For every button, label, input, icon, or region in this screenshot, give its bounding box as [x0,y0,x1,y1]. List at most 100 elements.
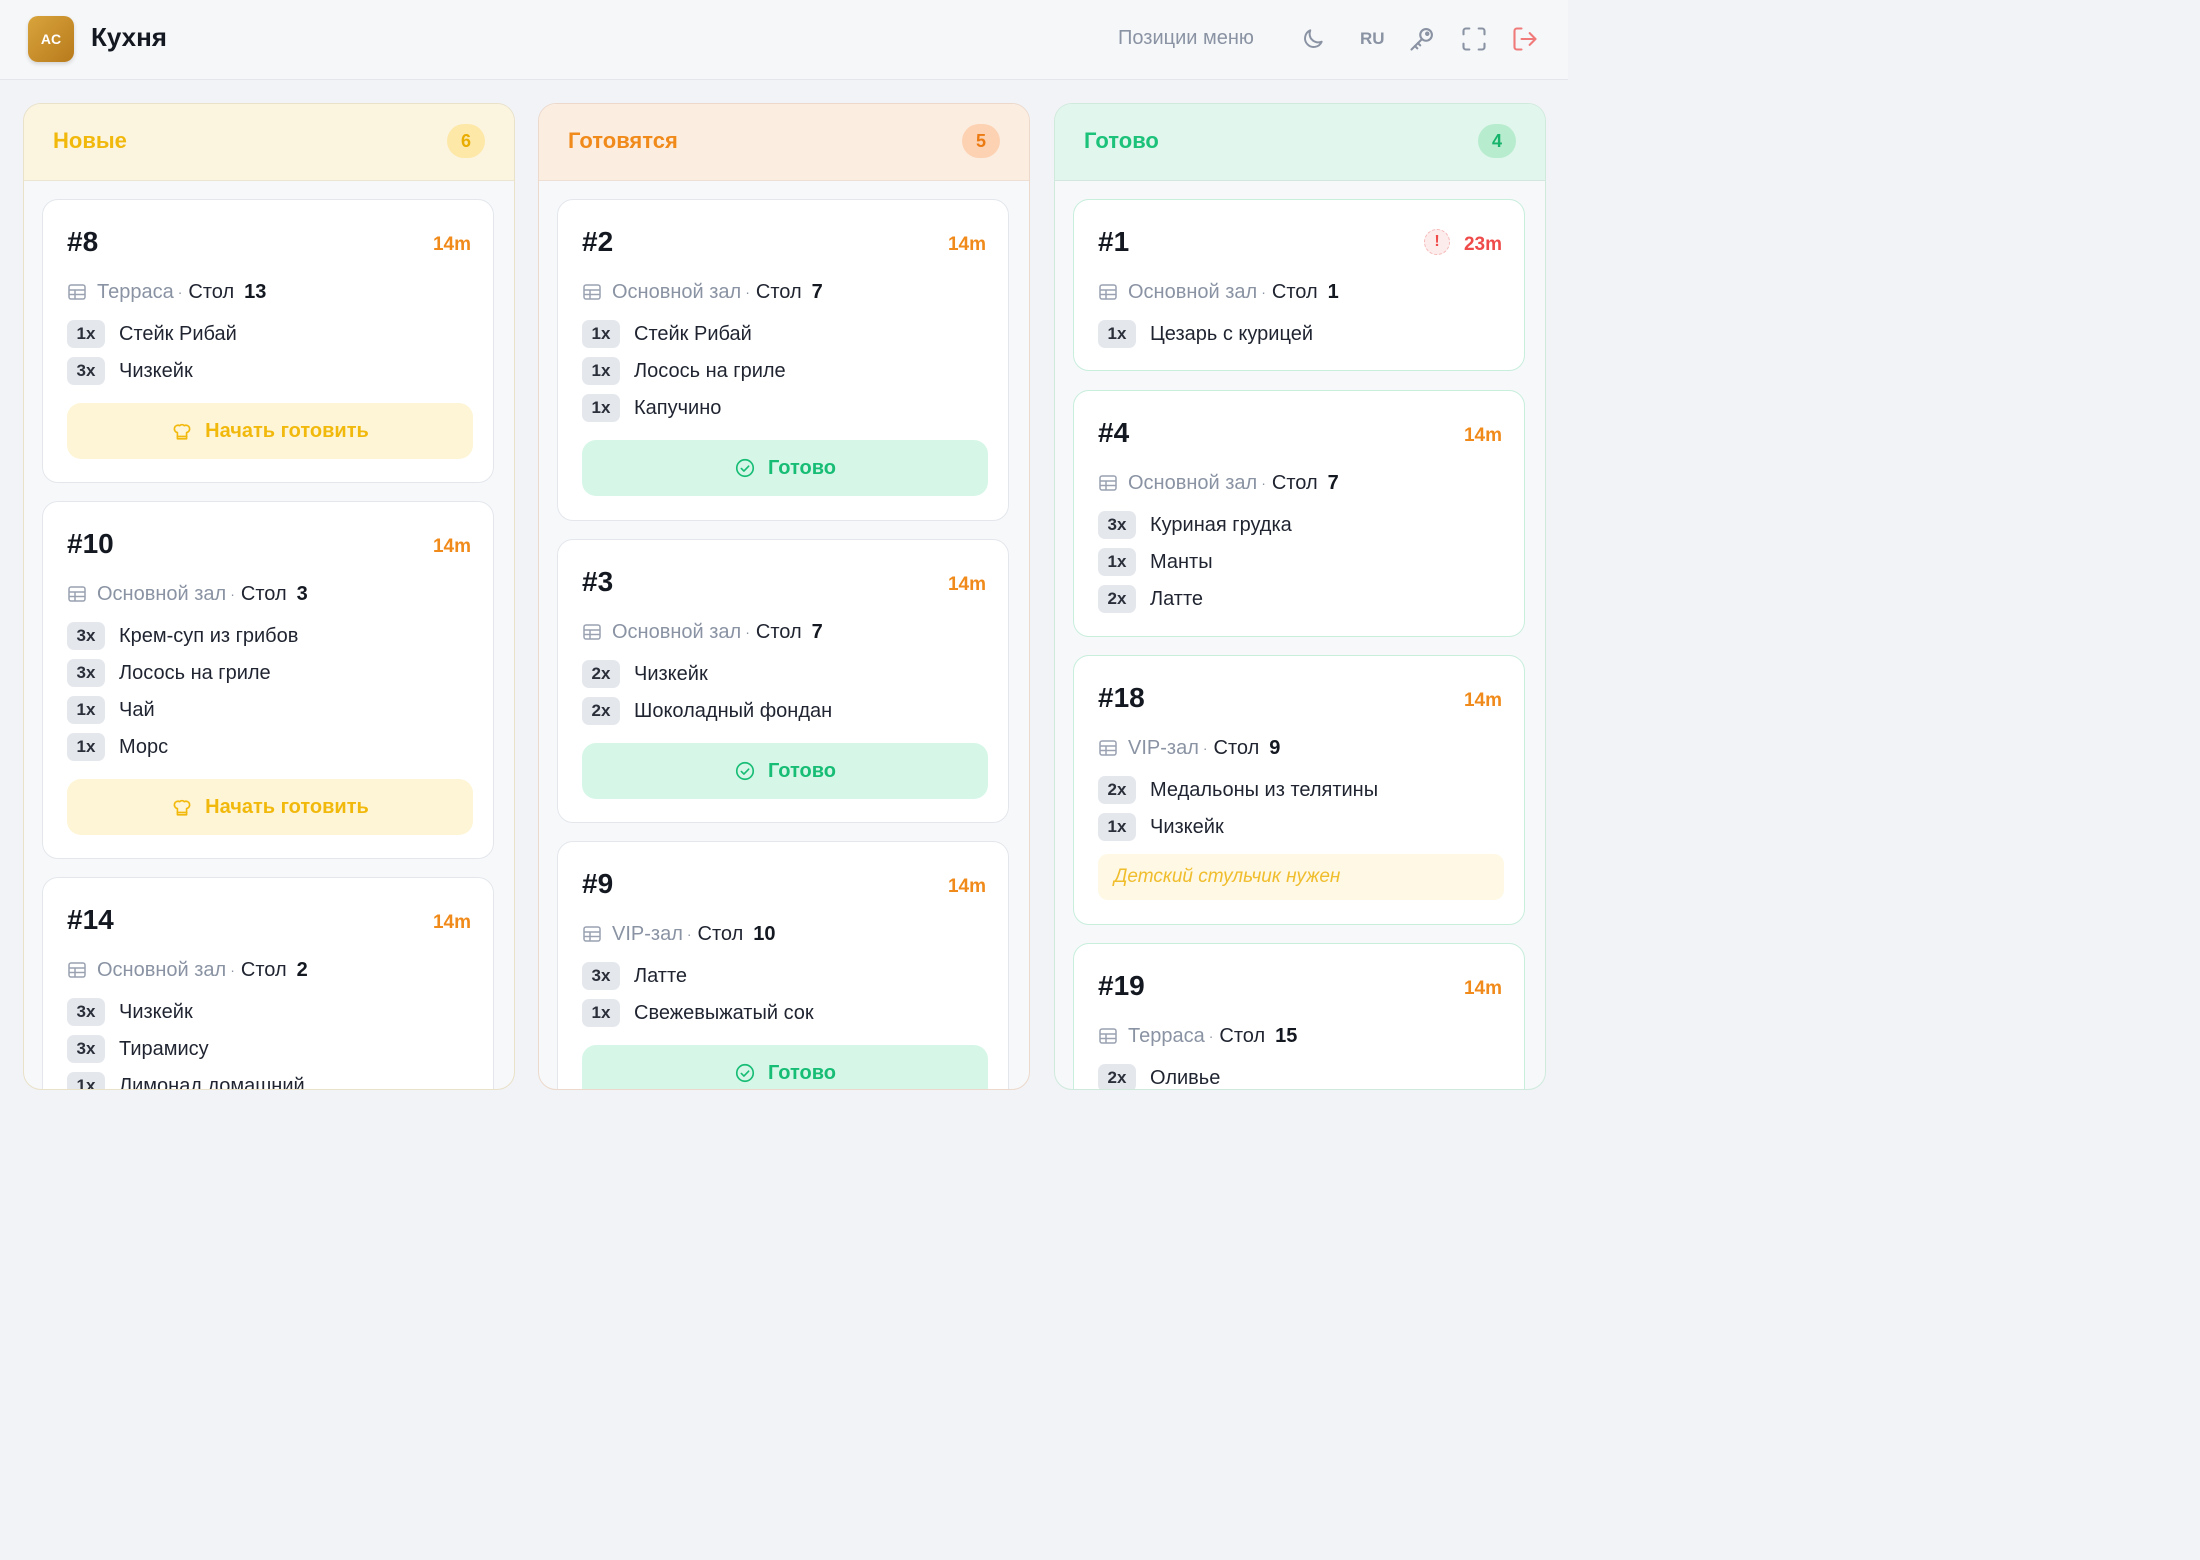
order-card[interactable]: #9 14m VIP-зал · Стол 10 3x Латте 1x Свеж… [557,841,1009,1089]
hall-name: Основной зал [1128,471,1258,494]
order-location: Основной зал · Стол 3 [67,582,308,606]
item-name: Цезарь с курицей [1150,322,1313,345]
table-label: Стол [1271,471,1318,494]
order-item: 1x Стейк Рибай [582,320,752,348]
button-label: Готово [767,456,837,479]
hall-name: Основной зал [612,620,742,643]
column-count-badge: 6 [447,124,485,158]
page-title: Кухня [91,22,167,52]
order-timer: 14m [947,234,986,255]
table-icon [582,282,602,302]
top-bar: AC Кухня Позиции меню RU [0,0,1568,80]
ready-button[interactable]: Готово [582,440,988,496]
order-item: 2x Медальоны из телятины [1098,776,1378,804]
order-card[interactable]: #4 14m Основной зал · Стол 7 3x Куриная г… [1073,390,1525,637]
order-item: 3x Лосось на гриле [67,659,271,687]
item-name: Стейк Рибай [634,322,752,345]
order-timer: 14m [432,912,471,933]
order-item: 2x Латте [1098,585,1203,613]
order-number: #18 [1098,682,1145,713]
button-label: Готово [767,759,837,782]
item-qty-badge: 1x [582,999,620,1027]
order-location: Терраса · Стол 15 [1098,1024,1297,1048]
order-item: 1x Чай [67,696,155,724]
item-name: Куриная грудка [1150,513,1292,536]
button-label: Начать готовить [205,795,369,818]
order-card[interactable]: #3 14m Основной зал · Стол 7 2x Чизкейк 2… [557,539,1009,823]
table-label: Стол [1219,1024,1266,1047]
item-name: Медальоны из телятины [1150,778,1379,801]
item-name: Латте [1150,587,1204,610]
item-qty-badge: 1x [1098,320,1136,348]
order-number: #2 [582,226,614,257]
hall-name: Терраса [1128,1024,1205,1047]
start-cooking-button[interactable]: Начать готовить [67,779,473,835]
item-name: Оливье [1150,1066,1221,1089]
order-card[interactable]: #2 14m Основной зал · Стол 7 1x Стейк Риб… [557,199,1009,521]
item-name: Чизкейк [634,662,708,685]
order-number: #9 [582,868,614,899]
fullscreen-icon[interactable] [1459,24,1489,54]
table-label: Стол [240,582,287,605]
table-label: Стол [188,280,235,303]
ready-button[interactable]: Готово [582,1045,988,1089]
order-location: Основной зал · Стол 7 [582,620,823,644]
order-card[interactable]: #19 14m Терраса · Стол 15 2x Оливье [1073,943,1525,1089]
table-label: Стол [697,922,744,945]
table-label: Стол [1213,736,1260,759]
table-icon [67,960,87,980]
order-card[interactable]: #14 14m Основной зал · Стол 2 3x Чизкейк … [42,877,494,1089]
order-item: 3x Латте [582,962,687,990]
column-title: Новые [53,128,127,153]
order-item: 3x Чизкейк [67,357,193,385]
order-timer: 23m [1463,234,1502,255]
hall-name: Терраса [97,280,174,303]
item-qty-badge: 1x [1098,813,1136,841]
ready-button[interactable]: Готово [582,743,988,799]
table-number: 9 [1269,736,1281,759]
item-qty-badge: 1x [67,320,105,348]
app-logo[interactable]: AC [28,16,74,62]
column-header: Готово 4 [1055,104,1545,181]
language-switch[interactable]: RU [1360,29,1385,48]
item-name: Стейк Рибай [119,322,237,345]
order-number: #4 [1098,417,1130,448]
order-timer: 14m [432,234,471,255]
key-icon[interactable] [1407,24,1437,54]
alert-icon: ! [1424,229,1450,255]
table-icon [1098,282,1118,302]
item-qty-badge: 1x [67,1072,105,1089]
item-name: Морс [119,735,169,758]
logout-icon[interactable] [1510,24,1540,54]
order-note: Детский стульчик нужен [1098,854,1504,900]
item-name: Капучино [634,396,722,419]
column-header: Новые 6 [24,104,514,181]
table-number: 3 [296,582,308,605]
table-icon [67,584,87,604]
order-item: 1x Стейк Рибай [67,320,237,348]
item-qty-badge: 3x [582,962,620,990]
order-card[interactable]: #8 14m Терраса · Стол 13 1x Стейк Рибай 3… [42,199,494,483]
item-name: Лосось на гриле [634,359,786,382]
item-qty-badge: 3x [67,357,105,385]
hall-name: Основной зал [97,958,227,981]
moon-icon[interactable] [1298,24,1328,54]
order-card[interactable]: #1 ! 23m Основной зал · Стол 1 1x Цезарь … [1073,199,1525,371]
item-name: Чай [119,698,155,721]
order-item: 1x Лимонад домашний [67,1072,305,1089]
item-qty-badge: 1x [582,320,620,348]
order-item: 3x Тирамису [67,1035,209,1063]
item-name: Шоколадный фондан [634,699,833,722]
order-item: 3x Чизкейк [67,998,193,1026]
start-cooking-button[interactable]: Начать готовить [67,403,473,459]
order-location: Основной зал · Стол 7 [1098,471,1339,495]
column-header: Готовятся 5 [539,104,1029,181]
menu-items-link[interactable]: Позиции меню [1118,27,1254,49]
column-cooking: Готовятся 5 #2 14m Основной зал · Стол 7 … [538,103,1030,1090]
item-name: Свежевыжатый сок [634,1001,814,1024]
order-number: #10 [67,528,114,559]
order-card[interactable]: #10 14m Основной зал · Стол 3 3x Крем-суп… [42,501,494,859]
item-qty-badge: 3x [67,659,105,687]
table-label: Стол [755,620,802,643]
order-card[interactable]: #18 14m VIP-зал · Стол 9 2x Медальоны из … [1073,655,1525,925]
